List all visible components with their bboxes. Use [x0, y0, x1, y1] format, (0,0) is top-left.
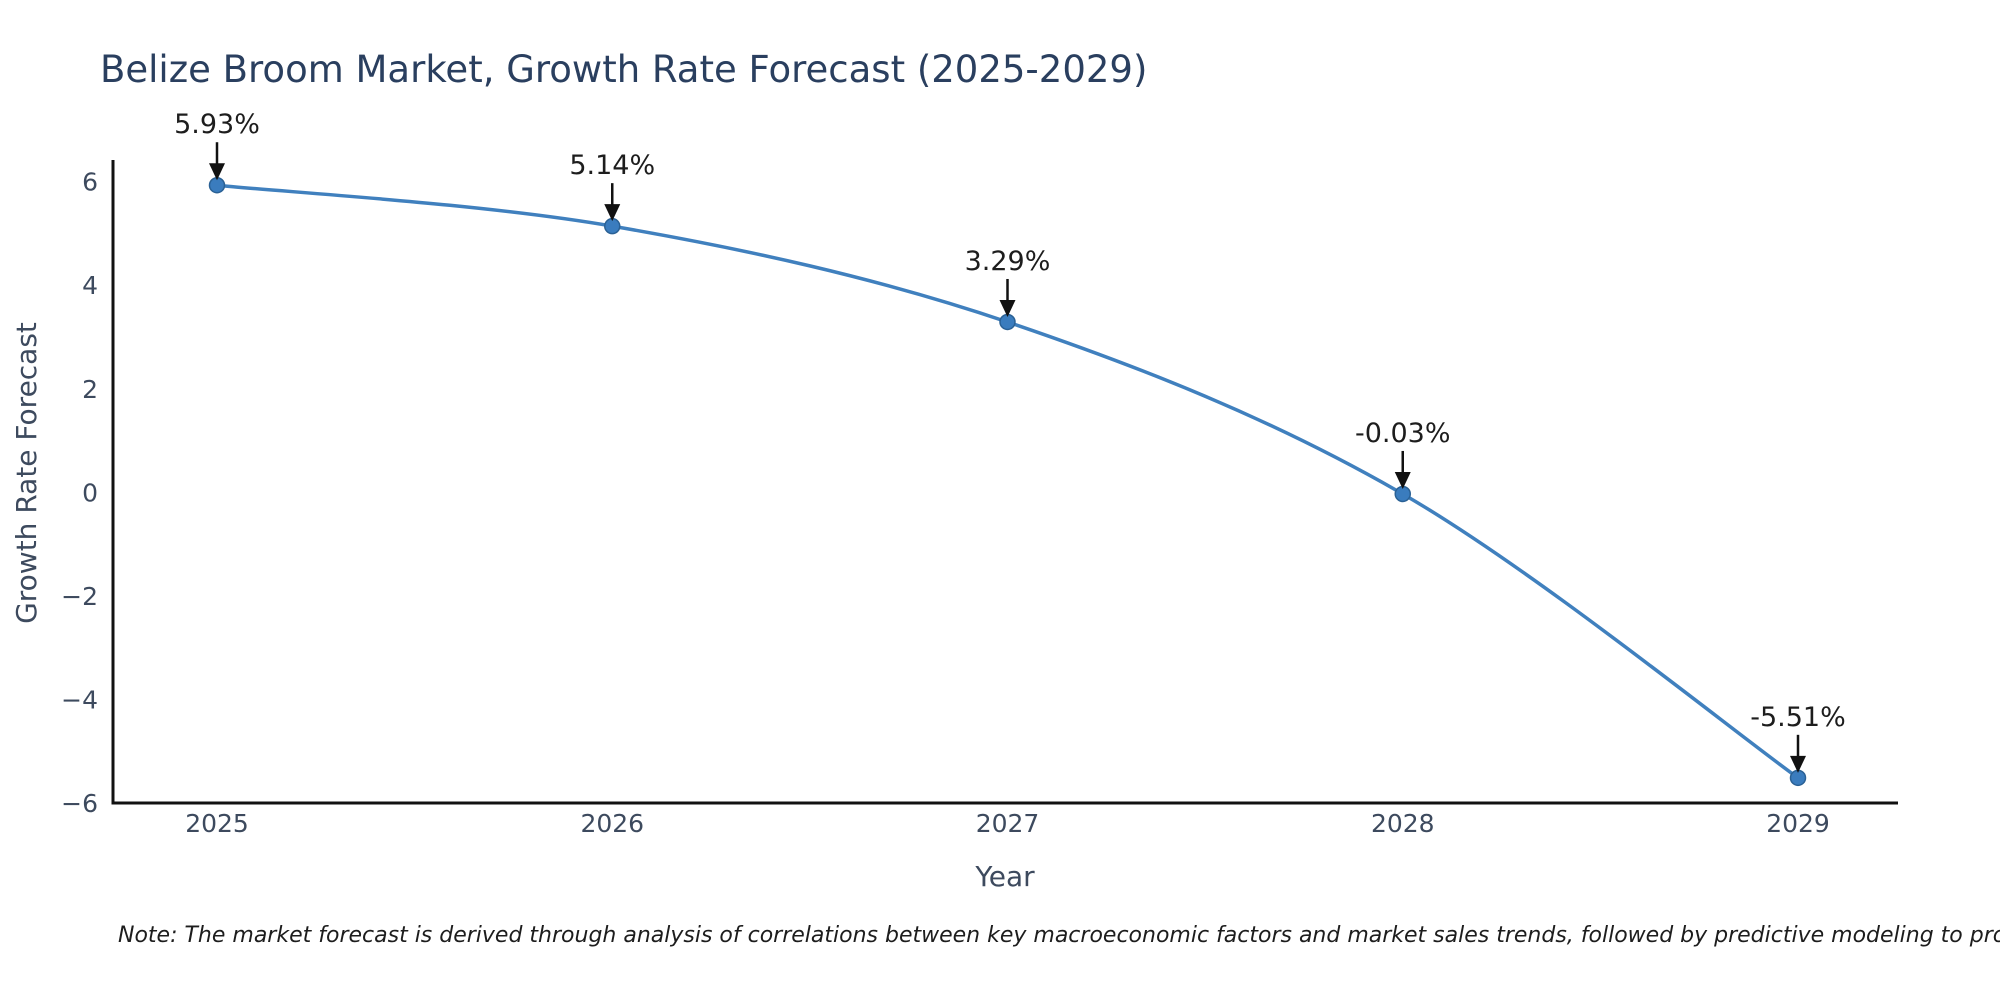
x-tick-label: 2026 — [580, 809, 644, 838]
point-annotation: 5.93% — [174, 109, 260, 181]
x-tick-label: 2028 — [1371, 809, 1435, 838]
x-tick-label: 2029 — [1766, 809, 1830, 838]
y-tick-labels: 6 4 2 0 −2 −4 −6 — [61, 168, 98, 819]
y-tick-label: −4 — [61, 686, 98, 715]
point-annotation-label: 5.93% — [174, 109, 260, 140]
point-annotation: -5.51% — [1750, 702, 1846, 773]
annotation-arrowhead-icon — [1790, 755, 1806, 773]
y-tick-label: −6 — [61, 789, 98, 818]
x-tick-label: 2025 — [185, 809, 249, 838]
point-annotation-label: 5.14% — [569, 150, 655, 181]
x-tick-label: 2027 — [976, 809, 1040, 838]
chart-title: Belize Broom Market, Growth Rate Forecas… — [100, 48, 1147, 91]
annotation-arrowhead-icon — [604, 204, 621, 222]
point-annotation: 5.14% — [569, 150, 655, 222]
point-annotation-label: 3.29% — [965, 246, 1051, 277]
x-tick-labels: 2025 2026 2027 2028 2029 — [185, 809, 1830, 838]
point-annotations: 5.93% 5.14% 3.29% -0.03% -5.51% — [174, 109, 1846, 773]
y-tick-label: 0 — [82, 478, 98, 507]
forecast-line — [215, 183, 1800, 780]
point-annotation: 3.29% — [965, 246, 1051, 317]
annotation-arrowhead-icon — [209, 163, 225, 181]
point-annotation-label: -0.03% — [1355, 418, 1451, 449]
footnote: Note: The market forecast is derived thr… — [118, 923, 2000, 948]
x-axis-title: Year — [974, 860, 1035, 893]
point-annotation-label: -5.51% — [1750, 702, 1846, 733]
y-tick-label: 2 — [82, 375, 98, 404]
y-axis-title: Growth Rate Forecast — [10, 322, 43, 624]
annotation-arrowhead-icon — [1394, 471, 1411, 489]
y-tick-label: −2 — [61, 582, 98, 611]
annotation-arrowhead-icon — [999, 299, 1016, 317]
point-annotation: -0.03% — [1355, 418, 1451, 489]
y-tick-label: 6 — [82, 168, 98, 197]
y-tick-label: 4 — [82, 271, 98, 300]
data-points — [208, 176, 1807, 787]
